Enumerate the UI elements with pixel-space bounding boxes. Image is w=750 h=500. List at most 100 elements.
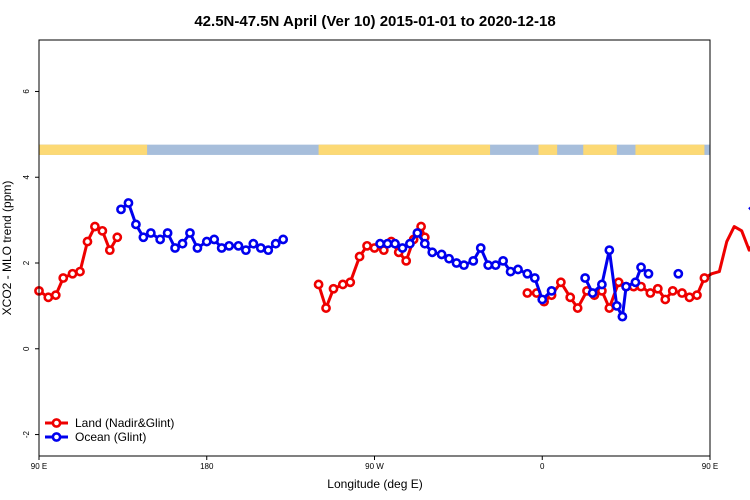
land-segment	[583, 144, 617, 155]
land-segment	[635, 144, 705, 155]
data-point	[313, 279, 324, 290]
data-point	[328, 283, 339, 294]
data-point	[699, 273, 710, 283]
data-point	[645, 288, 656, 298]
data-point	[112, 232, 123, 243]
data-point	[354, 251, 365, 262]
data-point	[643, 268, 654, 279]
data-point	[546, 285, 557, 296]
data-point	[209, 234, 220, 245]
data-point	[596, 279, 607, 290]
data-point	[201, 236, 212, 247]
data-point	[611, 300, 622, 311]
data-point	[667, 285, 678, 296]
data-point	[513, 264, 523, 275]
data-point	[537, 294, 548, 305]
y-tick-label: 2	[22, 260, 31, 265]
data-point	[555, 277, 566, 288]
data-point	[412, 228, 423, 238]
x-tick-label: 180	[200, 462, 214, 471]
data-point	[565, 292, 576, 303]
data-point	[90, 221, 100, 232]
axes: 90 E 180 90 W 0 90 E -2 0 2 4 6	[22, 89, 718, 471]
data-point	[419, 238, 430, 249]
data-point	[97, 225, 108, 236]
data-point	[652, 283, 663, 294]
data-point	[522, 288, 533, 298]
series-line	[583, 248, 650, 319]
data-point	[630, 277, 641, 288]
data-point	[483, 260, 494, 271]
land-ocean-mask	[39, 144, 710, 155]
data-point	[436, 249, 447, 260]
data-point	[131, 219, 141, 230]
data-point	[444, 253, 454, 264]
data-point	[224, 240, 235, 251]
data-point	[255, 243, 266, 253]
data-point	[572, 303, 583, 313]
data-point	[498, 255, 509, 266]
y-tick-label: 4	[22, 174, 31, 179]
data-point	[505, 266, 516, 277]
data-point	[75, 266, 85, 277]
data-point	[337, 279, 348, 290]
data-point	[692, 290, 702, 301]
data-point	[240, 245, 251, 256]
data-point	[50, 290, 61, 301]
x-tick-label: 90 E	[31, 462, 47, 471]
data-point	[529, 273, 540, 283]
data-point	[490, 260, 501, 271]
data-point	[522, 268, 533, 279]
data-point	[123, 198, 134, 208]
data-point	[162, 228, 173, 238]
legend-marker	[51, 432, 62, 442]
data-point	[104, 245, 115, 256]
data-point	[397, 243, 408, 253]
y-axis-label: XCO2 - MLO trend (ppm)	[0, 181, 14, 316]
data-point	[362, 240, 372, 251]
data-point	[278, 234, 289, 245]
y-tick-label: -2	[22, 430, 31, 438]
land-segment	[39, 144, 148, 155]
y-tick-label: 6	[22, 89, 31, 94]
legend-label: Land (Nadir&Glint)	[75, 416, 174, 430]
x-tick-label: 0	[540, 462, 545, 471]
data-point	[138, 232, 149, 243]
legend-marker	[51, 418, 62, 428]
data-point	[390, 238, 400, 249]
data-point	[475, 243, 486, 253]
data-point	[580, 273, 591, 283]
data-point	[321, 303, 331, 313]
data-point	[177, 238, 188, 249]
data-point	[673, 268, 684, 279]
data-point	[468, 255, 479, 266]
data-point	[636, 262, 646, 273]
data-point	[58, 273, 69, 283]
data-point	[263, 245, 274, 256]
data-point	[116, 204, 126, 215]
land-segment	[538, 144, 558, 155]
data-point	[587, 288, 598, 298]
data-point	[677, 288, 687, 298]
data-point	[604, 245, 615, 256]
data-point	[233, 240, 244, 251]
data-point	[82, 236, 93, 247]
chart-title: 42.5N-47.5N April (Ver 10) 2015-01-01 to…	[194, 13, 555, 30]
data-point	[270, 238, 281, 249]
data-point	[67, 268, 78, 279]
data-point	[660, 294, 671, 305]
legend: Land (Nadir&Glint)Ocean (Glint)	[45, 416, 174, 444]
data-point	[459, 260, 469, 271]
x-tick-label: 90 E	[702, 462, 718, 471]
data-point	[684, 292, 695, 303]
x-axis-label: Longitude (deg E)	[327, 477, 422, 491]
data-point	[451, 258, 462, 268]
data-point	[613, 277, 624, 288]
data-point	[621, 281, 632, 292]
data-point	[401, 255, 412, 266]
plot-area	[34, 198, 750, 322]
data-point	[617, 311, 628, 322]
data-point	[155, 234, 166, 245]
data-point	[604, 303, 615, 313]
